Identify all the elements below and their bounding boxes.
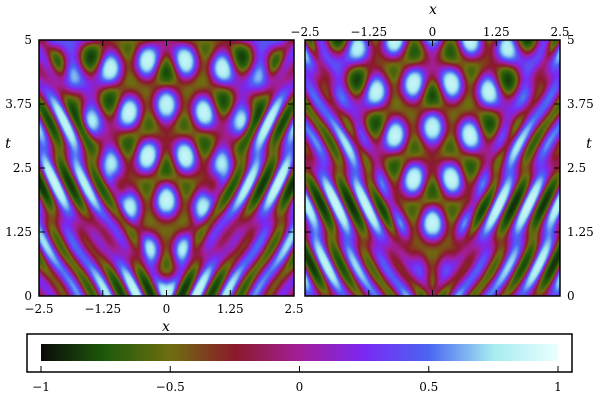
x-tick-label: −2.5	[24, 302, 53, 316]
x-tick-label: 0	[429, 25, 437, 39]
x-tick-label: 1.25	[217, 302, 244, 316]
colorbar-ticks: −1 −0.5 0 0.5 1	[32, 366, 562, 394]
x-tick-label: 2.5	[284, 302, 303, 316]
colorbar-tick-label: 0	[296, 380, 304, 394]
left-y-axis-label: t	[5, 136, 11, 152]
x-tick-label: 2.5	[550, 25, 569, 39]
right-y-ticks: 0 1.25 2.5 3.75 5	[305, 33, 594, 303]
left-panel: −2.5 −1.25 0 1.25 2.5 0 1.25 2.5 3.75 5 x t	[5, 33, 303, 335]
y-tick-label: 5	[567, 33, 575, 47]
left-x-ticks: −2.5 −1.25 0 1.25 2.5	[24, 40, 304, 316]
right-x-ticks: −2.5 −1.25 0 1.25 2.5	[290, 25, 570, 296]
y-tick-label: 1.25	[5, 225, 32, 239]
left-y-ticks: 0 1.25 2.5 3.75 5	[5, 33, 294, 303]
y-tick-label: 0	[567, 289, 575, 303]
right-heatmap	[305, 40, 560, 296]
colorbar-tick-label: 0.5	[419, 380, 438, 394]
y-tick-label: 5	[24, 33, 32, 47]
right-x-axis-label: x	[429, 2, 437, 18]
y-tick-label: 3.75	[567, 97, 594, 111]
y-tick-label: 1.25	[567, 225, 594, 239]
colorbar-tick-label: 1	[554, 380, 562, 394]
colorbar-tick-label: −0.5	[156, 380, 185, 394]
left-heatmap	[39, 40, 294, 296]
x-tick-label: −1.25	[350, 25, 387, 39]
y-tick-label: 3.75	[5, 97, 32, 111]
y-tick-label: 2.5	[567, 161, 586, 175]
x-tick-label: −1.25	[84, 302, 121, 316]
colorbar: −1 −0.5 0 0.5 1	[26, 333, 573, 394]
x-tick-label: 1.25	[483, 25, 510, 39]
colorbar-tick-label: −1	[32, 380, 50, 394]
y-tick-label: 2.5	[13, 161, 32, 175]
colorbar-gradient	[41, 344, 558, 361]
y-tick-label: 0	[24, 289, 32, 303]
x-tick-label: −2.5	[290, 25, 319, 39]
right-panel: −2.5 −1.25 0 1.25 2.5 0 1.25 2.5 3.75 5 x t	[290, 2, 593, 303]
x-tick-label: 0	[163, 302, 171, 316]
right-y-axis-label: t	[586, 136, 592, 152]
left-x-axis-label: x	[162, 319, 170, 335]
